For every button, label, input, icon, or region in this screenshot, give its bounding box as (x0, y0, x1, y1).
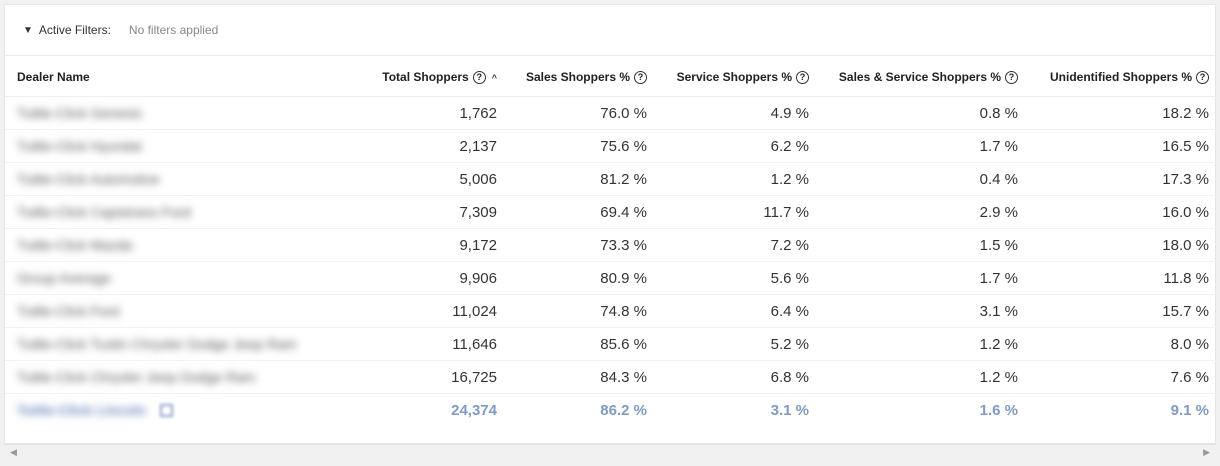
dealer-name-cell[interactable]: Tuttle-Click Lincoln (5, 394, 345, 427)
sales-service-shoppers-cell: 1.7 % (817, 129, 1026, 163)
sales-shoppers-cell: 86.2 % (600, 401, 647, 419)
service-shoppers-cell: 4.9 % (655, 96, 817, 130)
table-row[interactable]: Tuttle-Click Ford 11,024 74.8 % 6.4 % 3.… (5, 294, 1217, 328)
help-icon[interactable]: ? (634, 71, 647, 85)
unidentified-shoppers-cell: 9.1 % (1170, 401, 1209, 419)
help-icon[interactable]: ? (1196, 71, 1209, 85)
dealer-name-cell: Tuttle-Click Mazda (5, 228, 345, 262)
highlighted-dealer-row[interactable]: Tuttle-Click Lincoln 24,374 86.2 % 3.1 %… (5, 394, 1217, 427)
filter-icon[interactable]: ▼ (23, 24, 33, 36)
total-shoppers-cell: 24,374 (451, 401, 497, 419)
unidentified-shoppers-cell: 18.2 % (1026, 96, 1217, 130)
column-header-service-shoppers[interactable]: Service Shoppers %? (655, 58, 817, 97)
help-icon[interactable]: ? (1005, 71, 1018, 85)
service-shoppers-cell: 6.4 % (655, 294, 817, 328)
report-panel: ▼ Active Filters: No filters applied Dea… (4, 4, 1217, 444)
dealer-name-cell: Tuttle-Click Ford (5, 294, 345, 328)
sales-shoppers-cell: 74.8 % (505, 294, 655, 328)
sales-shoppers-cell: 80.9 % (505, 261, 655, 295)
unidentified-shoppers-cell: 16.0 % (1026, 195, 1217, 229)
dealer-name-cell: Tuttle-Click Genesis (5, 96, 345, 130)
sales-service-shoppers-cell: 0.8 % (817, 96, 1026, 130)
service-shoppers-cell: 11.7 % (655, 195, 817, 229)
dealer-name-cell: Tuttle-Click Capistrano Ford (5, 195, 345, 229)
total-shoppers-cell: 11,024 (345, 294, 505, 328)
sales-service-shoppers-cell: 3.1 % (817, 294, 1026, 328)
sales-service-shoppers-cell: 1.5 % (817, 228, 1026, 262)
help-icon[interactable]: ? (472, 71, 486, 85)
unidentified-shoppers-cell: 18.0 % (1026, 228, 1217, 262)
sales-shoppers-cell: 81.2 % (505, 162, 655, 196)
shoppers-table: Dealer Name Total Shoppers? ^ Sales Shopp… (5, 58, 1217, 426)
column-header-sales-shoppers[interactable]: Sales Shoppers %? (505, 58, 655, 97)
dealer-name-cell: Group Average (5, 261, 345, 295)
service-shoppers-cell: 6.8 % (655, 360, 817, 394)
unidentified-shoppers-cell: 7.6 % (1026, 360, 1217, 394)
active-filters-label: Active Filters: (38, 23, 111, 37)
service-shoppers-cell: 6.2 % (655, 129, 817, 163)
table-row[interactable]: Group Average 9,906 80.9 % 5.6 % 1.7 % 1… (5, 261, 1217, 295)
sales-service-shoppers-cell: 0.4 % (817, 162, 1026, 196)
unidentified-shoppers-cell: 17.3 % (1026, 162, 1217, 196)
sales-service-shoppers-cell: 1.2 % (817, 360, 1026, 394)
service-shoppers-cell: 5.6 % (655, 261, 817, 295)
total-shoppers-cell: 7,309 (345, 195, 505, 229)
sales-shoppers-cell: 76.0 % (505, 96, 655, 130)
sales-service-shoppers-cell: 1.7 % (817, 261, 1026, 295)
help-icon[interactable]: ? (796, 71, 809, 85)
total-shoppers-cell: 1,762 (345, 96, 505, 130)
sales-service-shoppers-cell: 1.2 % (817, 327, 1026, 361)
table-row[interactable]: Tuttle-Click Capistrano Ford 7,309 69.4 … (5, 195, 1217, 229)
service-shoppers-cell: 7.2 % (655, 228, 817, 262)
service-shoppers-cell: 1.2 % (655, 162, 817, 196)
table-row[interactable]: Tuttle-Click Automotive 5,006 81.2 % 1.2… (5, 162, 1217, 196)
total-shoppers-cell: 5,006 (345, 162, 505, 196)
sales-service-shoppers-cell: 2.9 % (817, 195, 1026, 229)
unidentified-shoppers-cell: 16.5 % (1026, 129, 1217, 163)
table-row[interactable]: Tuttle-Click Genesis 1,762 76.0 % 4.9 % … (5, 96, 1217, 130)
column-header-dealer-name[interactable]: Dealer Name (5, 58, 345, 97)
total-shoppers-cell: 2,137 (345, 129, 505, 163)
table-row[interactable]: Tuttle-Click Hyundai 2,137 75.6 % 6.2 % … (5, 129, 1217, 163)
total-shoppers-cell: 9,906 (345, 261, 505, 295)
unidentified-shoppers-cell: 11.8 % (1026, 261, 1217, 295)
unidentified-shoppers-cell: 8.0 % (1026, 327, 1217, 361)
column-header-unidentified-shoppers[interactable]: Unidentified Shoppers %? (1026, 58, 1217, 97)
sort-ascending-icon[interactable]: ^ (491, 72, 497, 83)
total-shoppers-cell: 11,646 (345, 327, 505, 361)
scroll-right-icon[interactable]: ▶ (1203, 447, 1210, 457)
total-shoppers-cell: 16,725 (345, 360, 505, 394)
dealer-name-cell: Tuttle-Click Automotive (5, 162, 345, 196)
scroll-left-icon[interactable]: ◀ (10, 447, 17, 457)
dealer-name-cell: Tuttle-Click Tustin Chrysler Dodge Jeep … (5, 327, 345, 361)
column-header-sales-service-shoppers[interactable]: Sales & Service Shoppers %? (817, 58, 1026, 97)
table-row[interactable]: Tuttle-Click Tustin Chrysler Dodge Jeep … (5, 327, 1217, 361)
table-header-row: Dealer Name Total Shoppers? ^ Sales Shopp… (5, 58, 1217, 97)
column-header-total-shoppers[interactable]: Total Shoppers? ^ (345, 58, 505, 97)
external-link-icon[interactable] (159, 404, 173, 418)
unidentified-shoppers-cell: 15.7 % (1026, 294, 1217, 328)
total-shoppers-cell: 9,172 (345, 228, 505, 262)
active-filters-bar: ▼ Active Filters: No filters applied (5, 5, 1215, 56)
table-row[interactable]: Tuttle-Click Mazda 9,172 73.3 % 7.2 % 1.… (5, 228, 1217, 262)
horizontal-scrollbar[interactable]: ◀ ▶ (4, 444, 1216, 461)
sales-shoppers-cell: 73.3 % (505, 228, 655, 262)
active-filters-value: No filters applied (128, 23, 219, 37)
sales-service-shoppers-cell: 1.6 % (979, 401, 1018, 419)
service-shoppers-cell: 3.1 % (770, 401, 809, 419)
table-row[interactable]: Tuttle-Click Chrysler Jeep Dodge Ram 16,… (5, 360, 1217, 394)
dealer-name-cell: Tuttle-Click Chrysler Jeep Dodge Ram (5, 360, 345, 394)
dealer-name-cell: Tuttle-Click Hyundai (5, 129, 345, 163)
sales-shoppers-cell: 69.4 % (505, 195, 655, 229)
sales-shoppers-cell: 84.3 % (505, 360, 655, 394)
service-shoppers-cell: 5.2 % (655, 327, 817, 361)
sales-shoppers-cell: 75.6 % (505, 129, 655, 163)
sales-shoppers-cell: 85.6 % (505, 327, 655, 361)
